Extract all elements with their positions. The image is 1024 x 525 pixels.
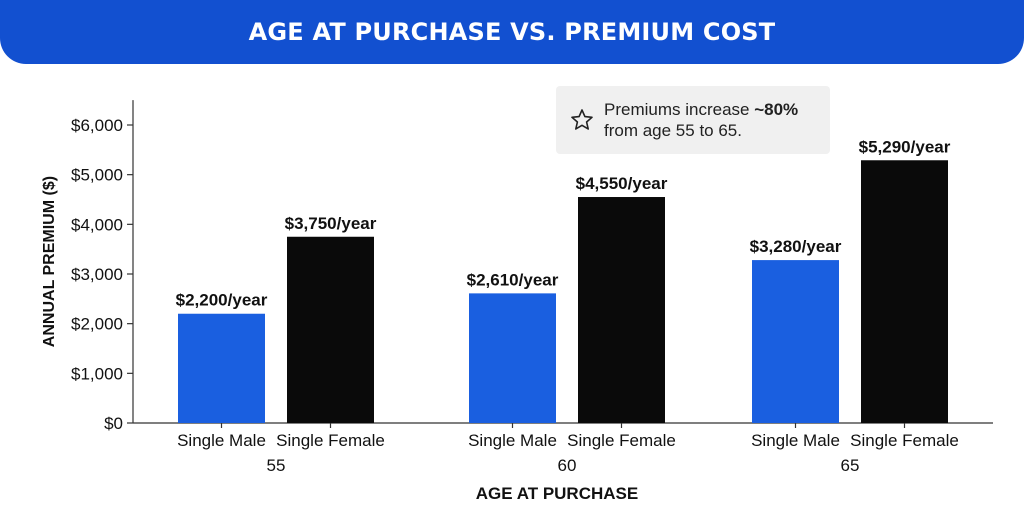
x-subcategory-label: Single Male — [751, 431, 840, 450]
data-label: $3,280/year — [750, 237, 842, 256]
callout-text-prefix: Premiums increase — [604, 100, 755, 119]
bar — [752, 260, 839, 423]
x-group-label: 60 — [558, 456, 577, 475]
x-axis-label: AGE AT PURCHASE — [476, 484, 638, 503]
x-subcategory-label: Single Female — [850, 431, 959, 450]
y-tick-label: $5,000 — [71, 166, 123, 185]
title-banner: AGE AT PURCHASE VS. PREMIUM COST — [0, 0, 1024, 64]
bar — [178, 313, 265, 423]
bar — [469, 293, 556, 423]
data-label: $4,550/year — [576, 174, 668, 193]
bar — [861, 160, 948, 423]
x-subcategory-label: Single Female — [567, 431, 676, 450]
star-icon — [571, 109, 593, 130]
callout-text: Premiums increase ~80% from age 55 to 65… — [604, 99, 798, 141]
y-tick-label: $2,000 — [71, 315, 123, 334]
y-tick-label: $1,000 — [71, 364, 123, 383]
x-group-label: 65 — [841, 456, 860, 475]
page-title: AGE AT PURCHASE VS. PREMIUM COST — [248, 18, 776, 46]
insight-callout: Premiums increase ~80% from age 55 to 65… — [556, 86, 830, 154]
y-tick-label: $4,000 — [71, 215, 123, 234]
data-label: $5,290/year — [859, 137, 951, 156]
data-label: $2,610/year — [467, 270, 559, 289]
callout-text-bold: ~80% — [754, 100, 799, 119]
y-tick-label: $0 — [104, 414, 123, 433]
callout-text-suffix: from age 55 to 65. — [604, 121, 742, 140]
bar — [578, 197, 665, 423]
data-label: $3,750/year — [285, 214, 377, 233]
x-group-label: 55 — [267, 456, 286, 475]
y-axis-label: ANNUAL PREMIUM ($) — [41, 176, 58, 347]
x-subcategory-label: Single Male — [177, 431, 266, 450]
y-tick-label: $6,000 — [71, 116, 123, 135]
x-subcategory-label: Single Male — [468, 431, 557, 450]
bar — [287, 236, 374, 423]
data-label: $2,200/year — [176, 291, 268, 310]
x-subcategory-label: Single Female — [276, 431, 385, 450]
y-tick-label: $3,000 — [71, 265, 123, 284]
